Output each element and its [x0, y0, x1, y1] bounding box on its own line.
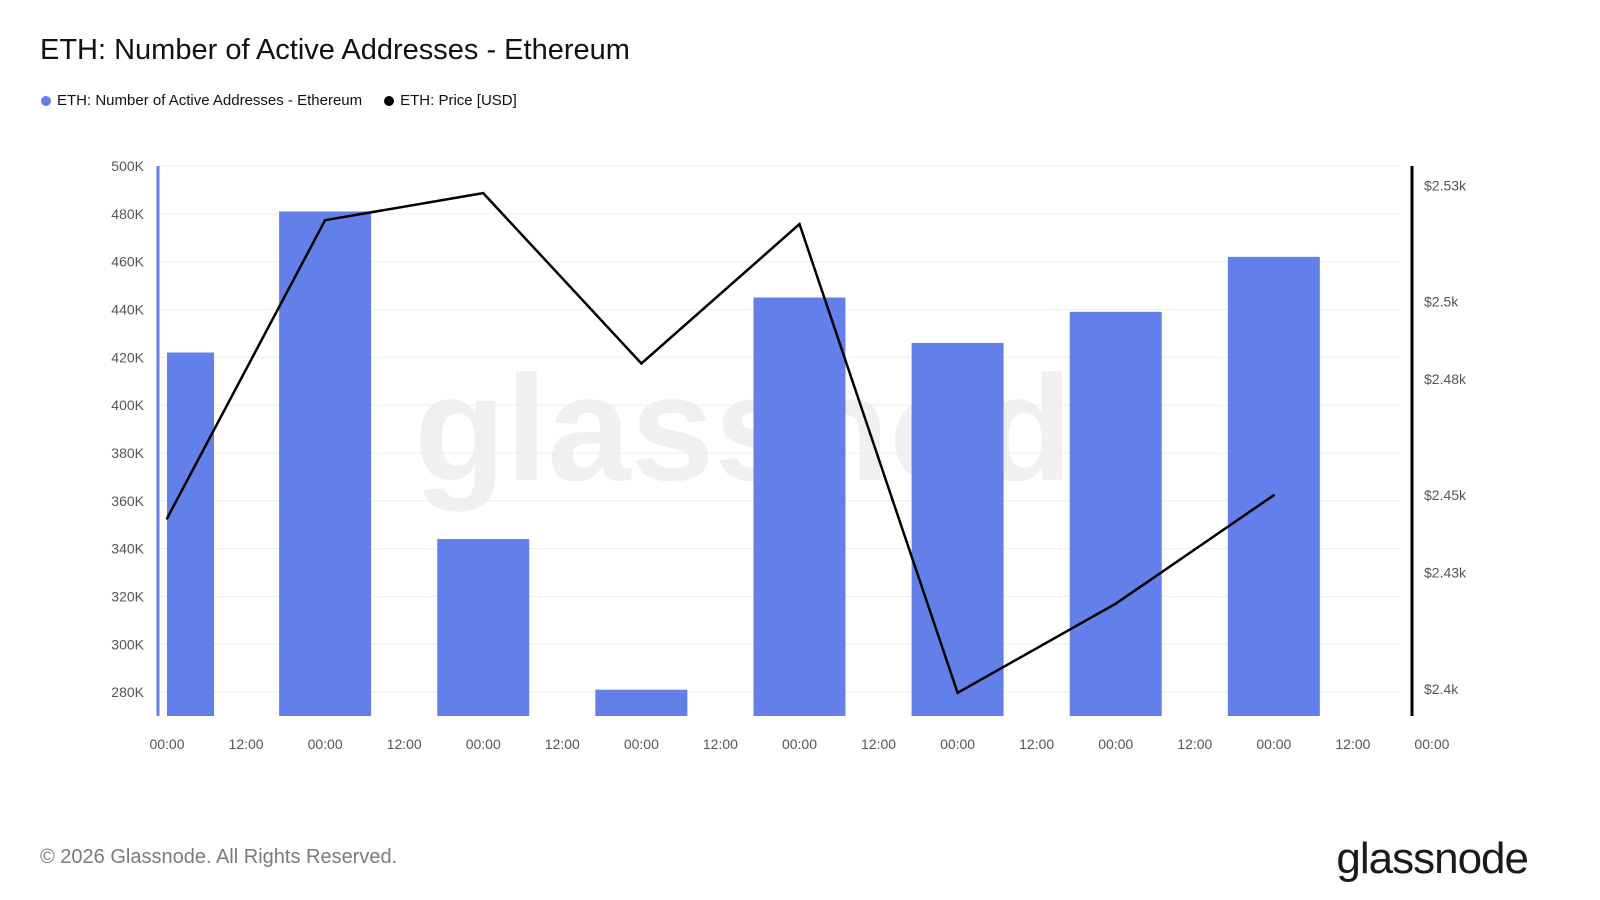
y-left-tick-label-0: 500K	[111, 158, 144, 174]
y-left-tick-label-11: 280K	[111, 684, 144, 700]
x-tick-label-7: 12:00	[703, 736, 738, 752]
x-tick-label-9: 12:00	[861, 736, 896, 752]
y-left-tick-label-10: 300K	[111, 636, 144, 652]
price-point-7	[1272, 494, 1276, 497]
price-line	[165, 191, 1275, 695]
y-left-tick-label-5: 400K	[111, 397, 144, 413]
y-right-tick-label-0: $2.53k	[1424, 177, 1467, 193]
x-tick-label-2: 00:00	[308, 736, 343, 752]
y-right-tick-label-4: $2.43k	[1424, 565, 1467, 581]
price-point-2	[482, 191, 485, 195]
glassnode-logo: glassnode	[1336, 834, 1529, 883]
legend-item-price[interactable]: ETH: Price [USD]	[384, 92, 517, 109]
y-right-tick-label-5: $2.4k	[1424, 681, 1459, 697]
bar-4	[753, 297, 846, 716]
y-left-tick-label-1: 480K	[111, 206, 144, 222]
price-point-3	[640, 362, 643, 365]
x-tick-label-12: 00:00	[1098, 736, 1133, 752]
bar-1	[279, 211, 372, 716]
legend-dot-active-addresses	[41, 95, 51, 106]
bar-3	[595, 689, 688, 716]
x-tick-label-11: 12:00	[1019, 736, 1054, 752]
y-left-tick-label-3: 440K	[111, 301, 144, 317]
y-right-tick-label-3: $2.45k	[1424, 487, 1467, 503]
x-tick-label-16: 00:00	[1414, 736, 1449, 752]
price-point-1	[323, 219, 327, 222]
price-point-0	[165, 517, 169, 520]
x-tick-label-10: 00:00	[940, 736, 975, 752]
legend-label-price: ETH: Price [USD]	[400, 92, 517, 109]
x-tick-label-1: 12:00	[229, 736, 264, 752]
x-tick-label-13: 12:00	[1177, 736, 1212, 752]
y-left-tick-label-8: 340K	[111, 541, 144, 557]
legend-item-active-addresses[interactable]: ETH: Number of Active Addresses - Ethere…	[41, 92, 362, 109]
x-tick-label-15: 12:00	[1335, 736, 1370, 752]
y-right-tick-label-1: $2.5k	[1424, 294, 1459, 310]
x-tick-label-8: 00:00	[782, 736, 817, 752]
legend-label-active-addresses: ETH: Number of Active Addresses - Ethere…	[57, 92, 363, 109]
chart-title: ETH: Number of Active Addresses - Ethere…	[40, 34, 630, 66]
x-tick-label-5: 12:00	[545, 736, 580, 752]
bar-6	[1069, 311, 1162, 716]
bar-7	[1227, 256, 1320, 716]
bar-0	[167, 352, 214, 716]
x-tick-label-14: 00:00	[1256, 736, 1291, 752]
y-left-tick-label-7: 360K	[111, 493, 144, 509]
price-point-5	[956, 691, 959, 694]
bar-5	[911, 342, 1004, 716]
x-tick-label-6: 00:00	[624, 736, 659, 752]
price-point-6	[1114, 602, 1117, 605]
y-left-tick-label-9: 320K	[111, 588, 144, 604]
y-left-tick-label-4: 420K	[111, 349, 144, 365]
price-point-4	[798, 222, 801, 226]
legend: ETH: Number of Active Addresses - Ethere…	[41, 92, 517, 109]
x-tick-label-0: 00:00	[149, 736, 184, 752]
copyright-text: © 2026 Glassnode. All Rights Reserved.	[40, 846, 398, 868]
bar-2	[437, 539, 530, 716]
x-tick-label-3: 12:00	[387, 736, 422, 752]
legend-dot-price	[384, 95, 395, 106]
x-tick-label-4: 00:00	[466, 736, 501, 752]
y-left-tick-label-6: 380K	[111, 445, 144, 461]
y-right-tick-label-2: $2.48k	[1424, 371, 1467, 387]
y-left-tick-label-2: 460K	[111, 254, 144, 270]
